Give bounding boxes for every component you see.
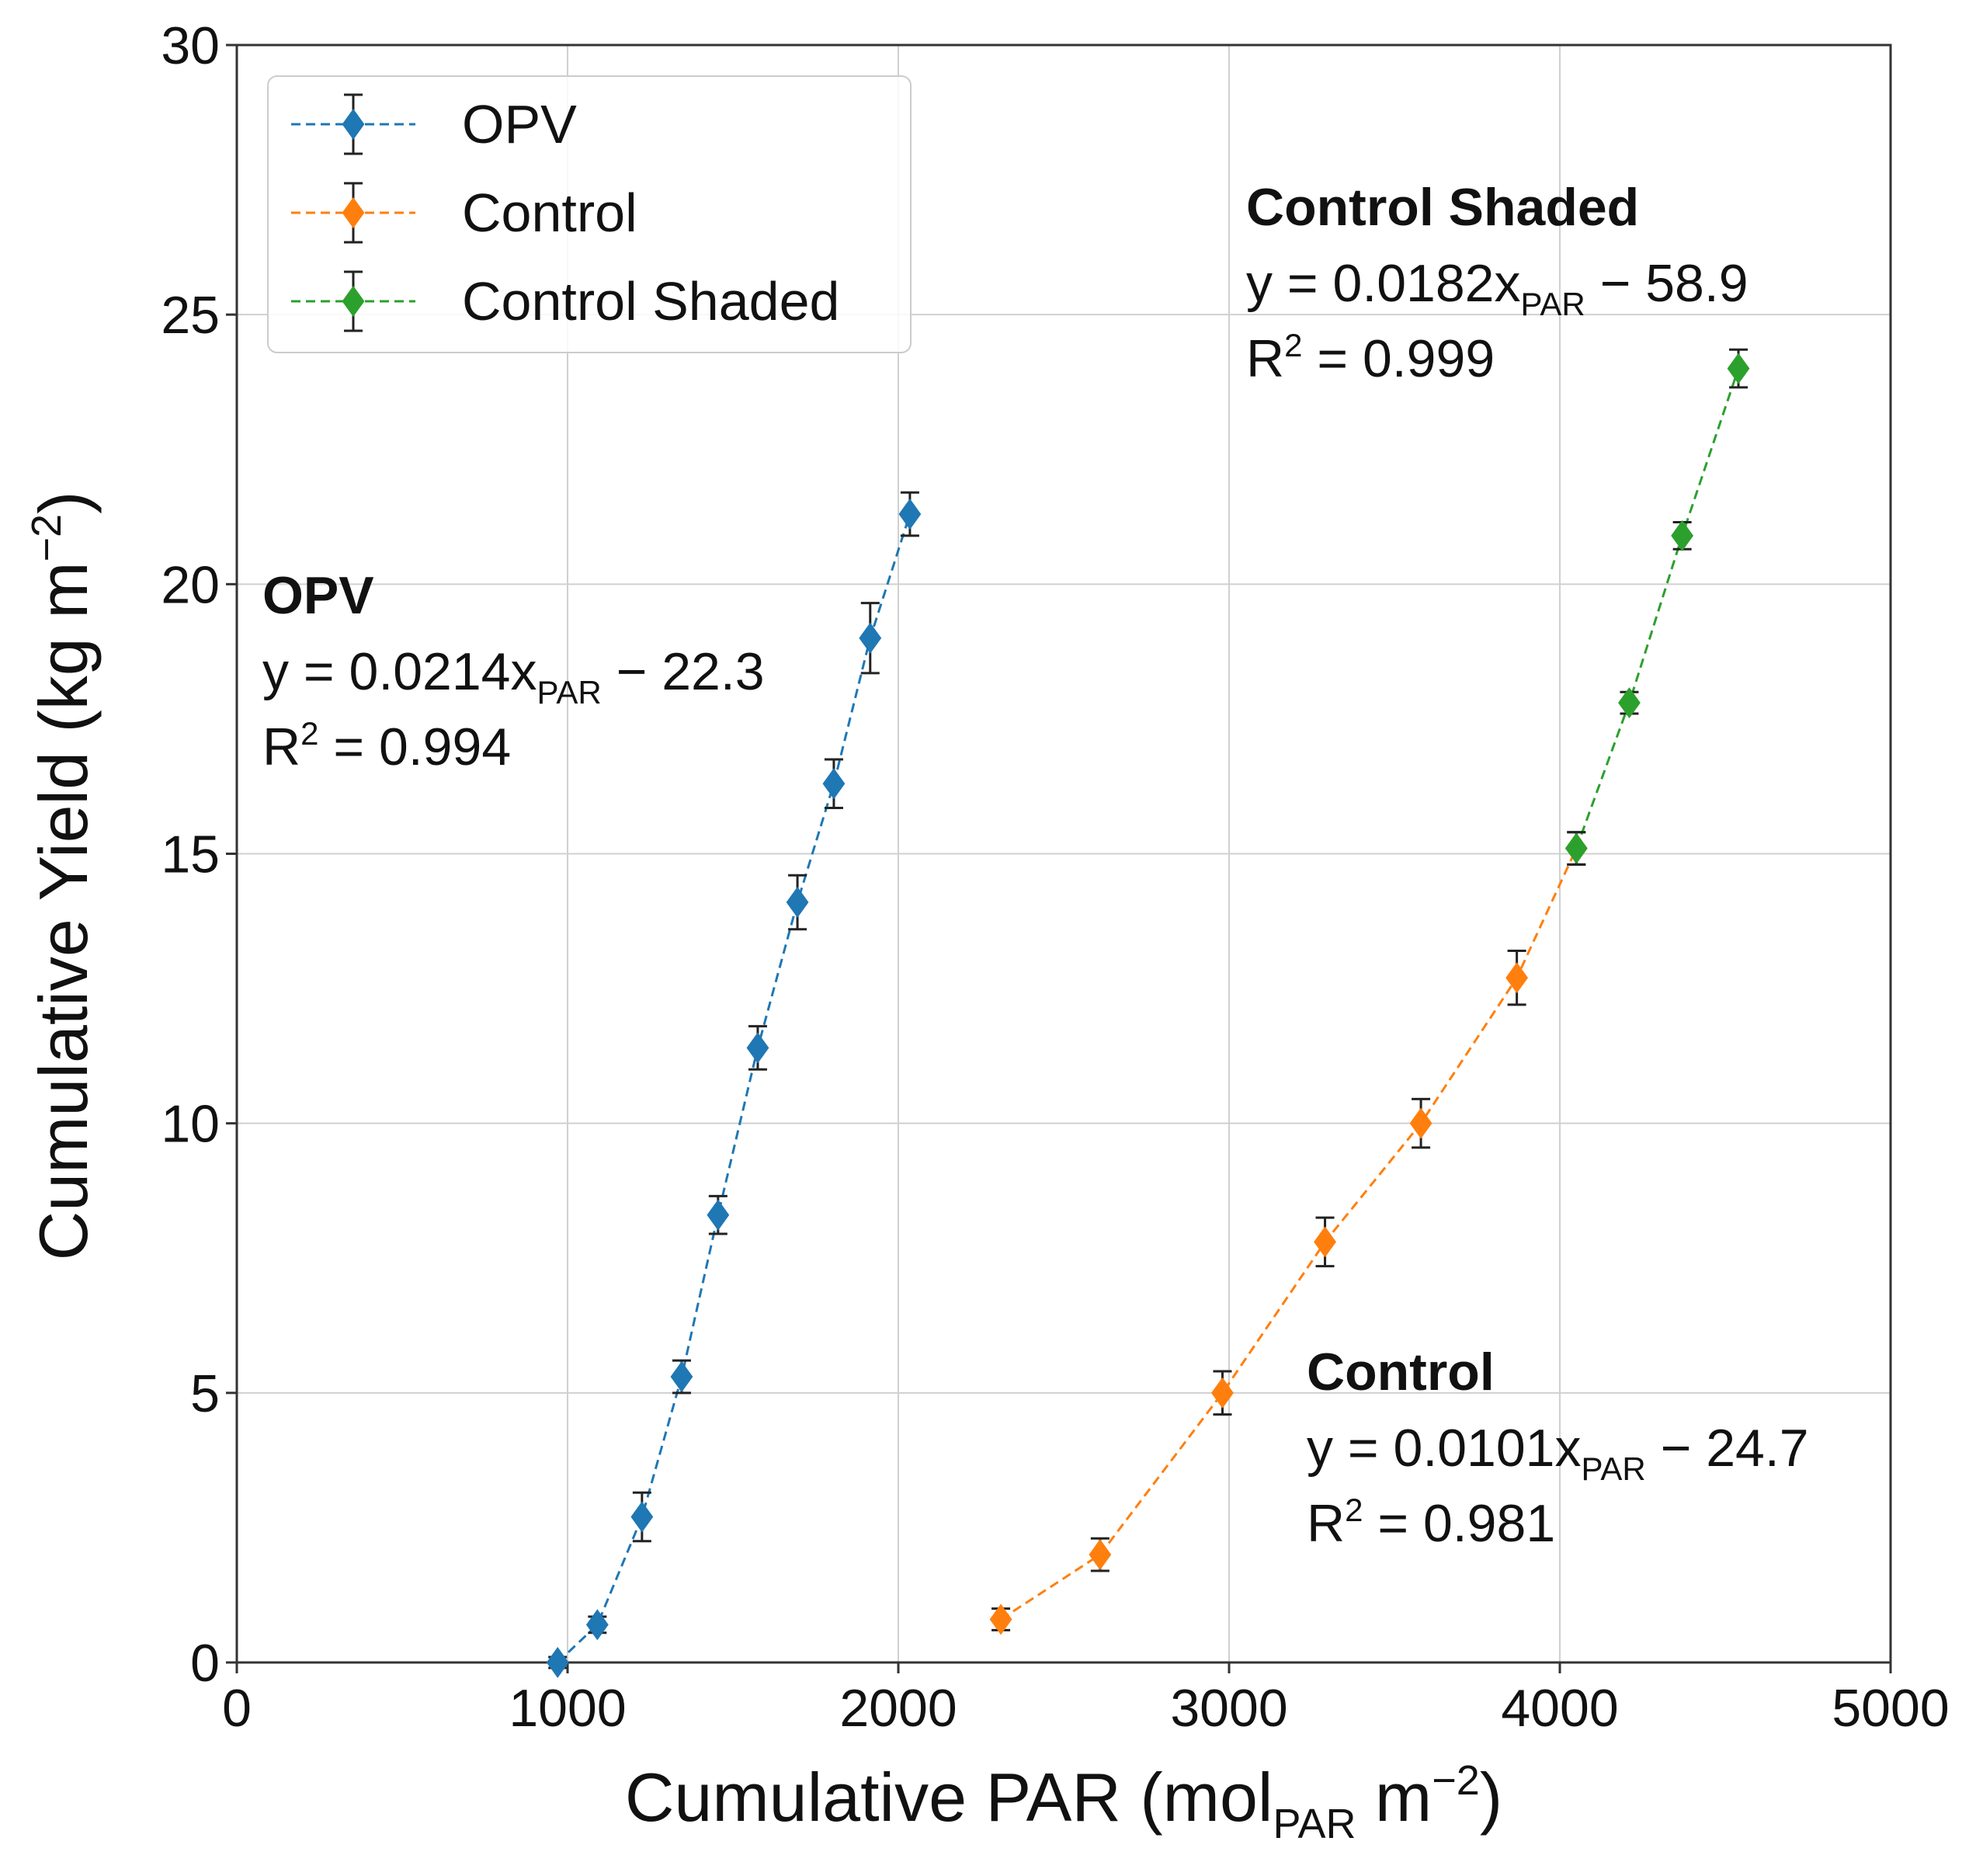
data-point-control <box>1409 1107 1432 1139</box>
x-tick-label: 3000 <box>1170 1679 1287 1738</box>
data-point-control-shaded <box>1727 353 1750 384</box>
y-tick-label: 5 <box>190 1364 220 1423</box>
data-point-opv <box>822 768 846 800</box>
series-control-shaded <box>1564 348 1750 866</box>
x-tick-label: 1000 <box>509 1679 626 1738</box>
series-line-opv <box>557 513 912 1664</box>
data-point-opv <box>670 1361 693 1393</box>
annotation-control-title: Control <box>1307 1343 1495 1402</box>
data-point-control-shaded <box>1671 519 1694 551</box>
legend-box <box>267 75 912 353</box>
annotation-control-shaded: Control Shaded y = 0.0182xPAR − 58.9 R2 … <box>1246 178 1748 388</box>
axis-ticks: 0 1000 2000 3000 4000 5000 0 5 10 15 20 25 30 <box>161 16 1949 1738</box>
annotation-control-r2: R2 = 0.981 <box>1307 1492 1555 1553</box>
annotation-opv: OPV y = 0.0214xPAR − 22.3 R2 = 0.994 <box>262 566 765 776</box>
data-series <box>546 348 1750 1678</box>
annotation-opv-r2: R2 = 0.994 <box>262 715 511 776</box>
x-tick-label: 5000 <box>1832 1679 1949 1738</box>
series-opv <box>546 491 922 1678</box>
data-point-control <box>1505 962 1529 994</box>
legend-label: Control <box>462 182 637 243</box>
data-point-opv <box>546 1647 569 1678</box>
data-point-opv <box>630 1501 654 1533</box>
data-point-control <box>989 1603 1012 1635</box>
y-tick-label: 10 <box>161 1095 220 1154</box>
annotation-control-shaded-title: Control Shaded <box>1246 178 1639 237</box>
annotation-control-shaded-equation: y = 0.0182xPAR − 58.9 <box>1246 254 1748 322</box>
x-tick-label: 0 <box>222 1679 252 1738</box>
data-point-opv <box>859 622 882 654</box>
legend-marker <box>342 286 365 317</box>
y-tick-label: 25 <box>161 286 220 345</box>
legend-item-control-shaded: Control Shaded <box>291 270 839 332</box>
data-point-control-shaded <box>1618 687 1641 719</box>
data-point-opv <box>786 886 809 918</box>
x-axis-label: Cumulative PAR (molPAR m−2) <box>625 1757 1502 1847</box>
y-axis-label: Cumulative Yield (kg m−2) <box>23 492 102 1261</box>
data-point-control <box>1211 1377 1234 1409</box>
data-point-opv <box>746 1032 769 1064</box>
x-tick-label: 2000 <box>839 1679 957 1738</box>
data-point-opv <box>898 499 922 530</box>
legend: OPV Control Control Shaded <box>267 75 912 353</box>
legend-label: OPV <box>462 94 577 155</box>
data-point-control <box>1314 1226 1336 1258</box>
y-tick-label: 30 <box>161 16 220 75</box>
legend-marker <box>342 197 365 228</box>
series-line-control-shaded <box>1575 368 1740 849</box>
annotation-opv-equation: y = 0.0214xPAR − 22.3 <box>262 642 765 710</box>
y-tick-label: 0 <box>190 1634 220 1693</box>
data-point-control <box>1089 1539 1112 1571</box>
annotation-control-shaded-r2: R2 = 0.999 <box>1246 327 1495 388</box>
data-point-control-shaded <box>1564 832 1588 864</box>
y-tick-label: 15 <box>161 825 220 884</box>
data-point-opv <box>707 1199 730 1231</box>
x-tick-label: 4000 <box>1501 1679 1618 1738</box>
legend-marker <box>342 109 365 140</box>
legend-label: Control Shaded <box>462 271 839 332</box>
y-tick-label: 20 <box>161 555 220 614</box>
data-point-opv <box>585 1609 609 1641</box>
annotation-control: Control y = 0.0101xPAR − 24.7 R2 = 0.981 <box>1307 1343 1809 1553</box>
legend-items: OPV Control Control Shaded <box>291 93 839 332</box>
annotation-opv-title: OPV <box>262 566 374 625</box>
legend-item-control: Control <box>291 182 637 244</box>
legend-item-opv: OPV <box>291 93 577 155</box>
annotation-control-equation: y = 0.0101xPAR − 24.7 <box>1307 1419 1809 1487</box>
